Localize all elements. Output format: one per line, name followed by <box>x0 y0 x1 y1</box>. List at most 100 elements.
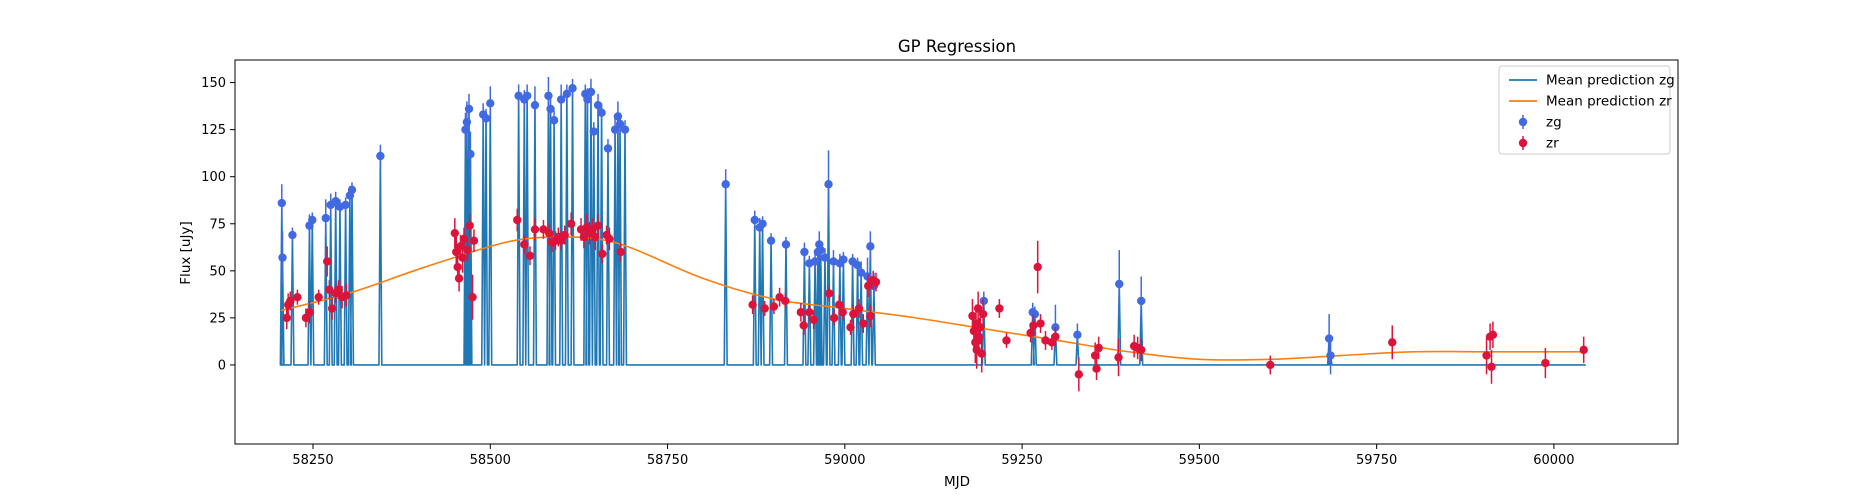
zr-data-point <box>854 304 864 313</box>
zr-data-point <box>616 247 625 257</box>
zr-data-point <box>465 221 474 230</box>
legend-zr-label: zr <box>1546 136 1559 152</box>
x-tick-label: 60000 <box>1533 453 1574 468</box>
zr-data-point <box>799 321 808 330</box>
legend-mean-prediction-zg-label: Mean prediction zg <box>1546 73 1675 89</box>
zg-data-point <box>481 114 491 123</box>
zr-data-point <box>325 285 334 294</box>
zr-data-point <box>864 281 873 291</box>
zr-data-point <box>605 234 614 244</box>
zg-data-point <box>593 100 603 110</box>
zg-data-point <box>546 104 555 114</box>
zr-data-point <box>866 311 875 321</box>
zg-data-point <box>341 200 350 210</box>
zr-data-point <box>598 249 607 259</box>
zg-data-point <box>466 149 475 159</box>
zr-data-point <box>760 304 769 313</box>
zr-data-point <box>282 313 291 323</box>
zg-data-point <box>829 257 838 266</box>
zr-data-point <box>463 245 472 255</box>
zg-data-point <box>824 180 833 189</box>
zg-data-point <box>839 255 848 264</box>
zg-data-point <box>522 91 532 100</box>
zg-data-point <box>816 245 825 255</box>
zr-data-point <box>566 219 576 228</box>
zr-data-point <box>459 234 469 244</box>
zg-data-point <box>856 268 866 277</box>
zr-data-point <box>978 309 988 319</box>
zg-data-point <box>853 260 862 270</box>
x-axis: 58250 58500 58750 59000 59250 59500 59750 60000 <box>292 444 1575 468</box>
zg-data-point <box>603 144 613 153</box>
legend-mean-prediction-zr-label: Mean prediction zr <box>1546 94 1672 110</box>
zr-data-point <box>1388 338 1397 347</box>
zr-data-point <box>1051 332 1060 341</box>
zr-data-point <box>286 296 295 306</box>
y-tick-label: 0 <box>218 358 226 373</box>
zg-data-point <box>615 119 625 129</box>
zr-data-point <box>1114 353 1123 362</box>
x-axis-title: MJD <box>944 474 970 490</box>
zr-data-point <box>469 236 479 245</box>
zg-data-point <box>486 99 495 108</box>
y-axis-title: Flux [uJy] <box>178 221 194 284</box>
chart-title: GP Regression <box>898 37 1016 56</box>
zr-data-point <box>293 292 302 302</box>
zg-data-point <box>766 236 776 245</box>
zg-series <box>277 76 1335 375</box>
zr-data-point <box>748 300 757 309</box>
y-tick-label: 75 <box>209 217 226 232</box>
zg-data-point <box>308 215 317 225</box>
x-tick-label: 59500 <box>1179 453 1220 468</box>
zg-data-point <box>530 100 540 110</box>
y-tick-label: 50 <box>209 264 226 279</box>
zr-data-point <box>1029 321 1038 330</box>
zr-data-point <box>314 292 323 302</box>
zr-data-point <box>781 296 790 306</box>
x-tick-label: 59750 <box>1356 453 1397 468</box>
legend-box <box>1498 65 1671 155</box>
zr-data-point <box>1002 336 1011 345</box>
zg-data-point <box>613 112 623 121</box>
zr-data-point <box>334 285 343 294</box>
zg-data-point <box>556 95 566 104</box>
zr-data-point <box>513 215 522 225</box>
zg-data-point <box>750 215 759 225</box>
zg-data-point <box>1030 309 1040 319</box>
zr-data-point <box>453 262 462 272</box>
zr-data-point <box>1092 364 1101 373</box>
zr-data-point <box>809 315 818 324</box>
zr-data-point <box>530 225 540 234</box>
zg-data-point <box>1115 279 1124 289</box>
zr-data-point <box>1074 370 1084 379</box>
x-tick-label: 58250 <box>292 453 333 468</box>
zr-data-point <box>871 277 881 287</box>
zr-data-point <box>1041 336 1050 345</box>
zr-data-point <box>829 313 839 323</box>
zg-data-point <box>620 125 630 134</box>
zg-data-point <box>464 104 474 114</box>
zg-data-point <box>1073 330 1082 340</box>
zr-data-point <box>849 309 858 319</box>
zr-data-point <box>1579 345 1588 355</box>
zr-data-point <box>769 302 779 311</box>
y-axis: 0 25 50 75 100 125 150 <box>201 76 235 373</box>
zr-data-point <box>825 289 834 298</box>
y-tick-label: 150 <box>201 76 226 91</box>
zr-data-point <box>305 308 314 317</box>
zr-data-point <box>468 292 477 302</box>
zg-data-point <box>568 84 577 93</box>
zr-data-point <box>1094 343 1103 353</box>
legend-zr-marker <box>1518 138 1528 148</box>
zr-data-point <box>1033 262 1042 272</box>
zr-series <box>282 208 1588 392</box>
zg-data-point <box>288 230 297 240</box>
x-tick-label: 58500 <box>470 453 511 468</box>
zr-data-point <box>458 253 467 262</box>
zg-data-point <box>1324 334 1334 343</box>
plot-frame <box>234 59 1679 445</box>
zr-data-point <box>450 228 460 238</box>
y-tick-label: 125 <box>201 123 226 138</box>
zg-data-point <box>866 242 875 251</box>
